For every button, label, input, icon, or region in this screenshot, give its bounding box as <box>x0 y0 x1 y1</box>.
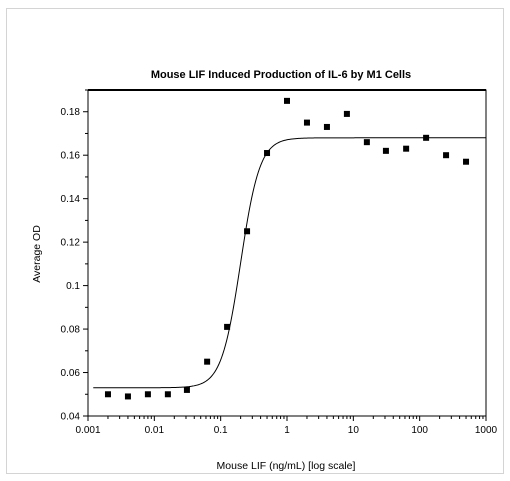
y-axis-label: Average OD <box>31 225 43 283</box>
data-point <box>204 358 211 365</box>
data-point <box>343 110 350 117</box>
data-point <box>104 391 111 398</box>
data-point <box>463 158 470 165</box>
data-point <box>124 393 131 400</box>
x-tick-label: 10 <box>348 425 360 436</box>
y-tick-label: 0.04 <box>61 412 81 423</box>
y-tick-label: 0.12 <box>61 238 81 249</box>
y-axis-ticks: 0.04 0.06 0.08 0.1 0.12 0.14 0.16 0.18 <box>61 89 88 423</box>
y-tick-label: 0.18 <box>61 107 81 118</box>
x-tick-label: 0.01 <box>145 425 165 436</box>
data-point <box>144 391 151 398</box>
data-point <box>164 391 171 398</box>
chart-frame <box>6 8 504 474</box>
data-point <box>303 119 310 126</box>
x-tick-label: 0.001 <box>75 425 100 436</box>
x-tick-label: 1 <box>284 425 290 436</box>
data-point <box>423 134 430 141</box>
x-tick-label: 100 <box>411 425 428 436</box>
chart-title: Mouse LIF Induced Production of IL-6 by … <box>151 69 411 81</box>
data-point <box>443 152 450 159</box>
x-axis-label: Mouse LIF (ng/mL) [log scale] <box>217 460 356 472</box>
data-point <box>224 323 231 330</box>
y-tick-label: 0.1 <box>66 281 80 292</box>
data-point <box>382 147 389 154</box>
y-tick-label: 0.06 <box>61 368 81 379</box>
x-tick-label: 0.1 <box>214 425 228 436</box>
data-point <box>183 386 190 393</box>
y-tick-label: 0.14 <box>61 194 81 205</box>
data-point <box>284 97 290 104</box>
x-axis-ticks: 0.001 0.01 0.1 1 10 100 1000 <box>75 416 498 436</box>
y-tick-label: 0.08 <box>61 325 81 336</box>
fit-curve <box>93 137 486 389</box>
data-point <box>363 139 370 146</box>
y-tick-label: 0.16 <box>61 151 81 162</box>
data-point <box>323 123 330 130</box>
x-tick-label: 1000 <box>475 425 498 436</box>
data-point <box>403 145 410 152</box>
data-point <box>244 228 251 235</box>
data-points <box>104 97 470 400</box>
data-point <box>264 150 271 157</box>
